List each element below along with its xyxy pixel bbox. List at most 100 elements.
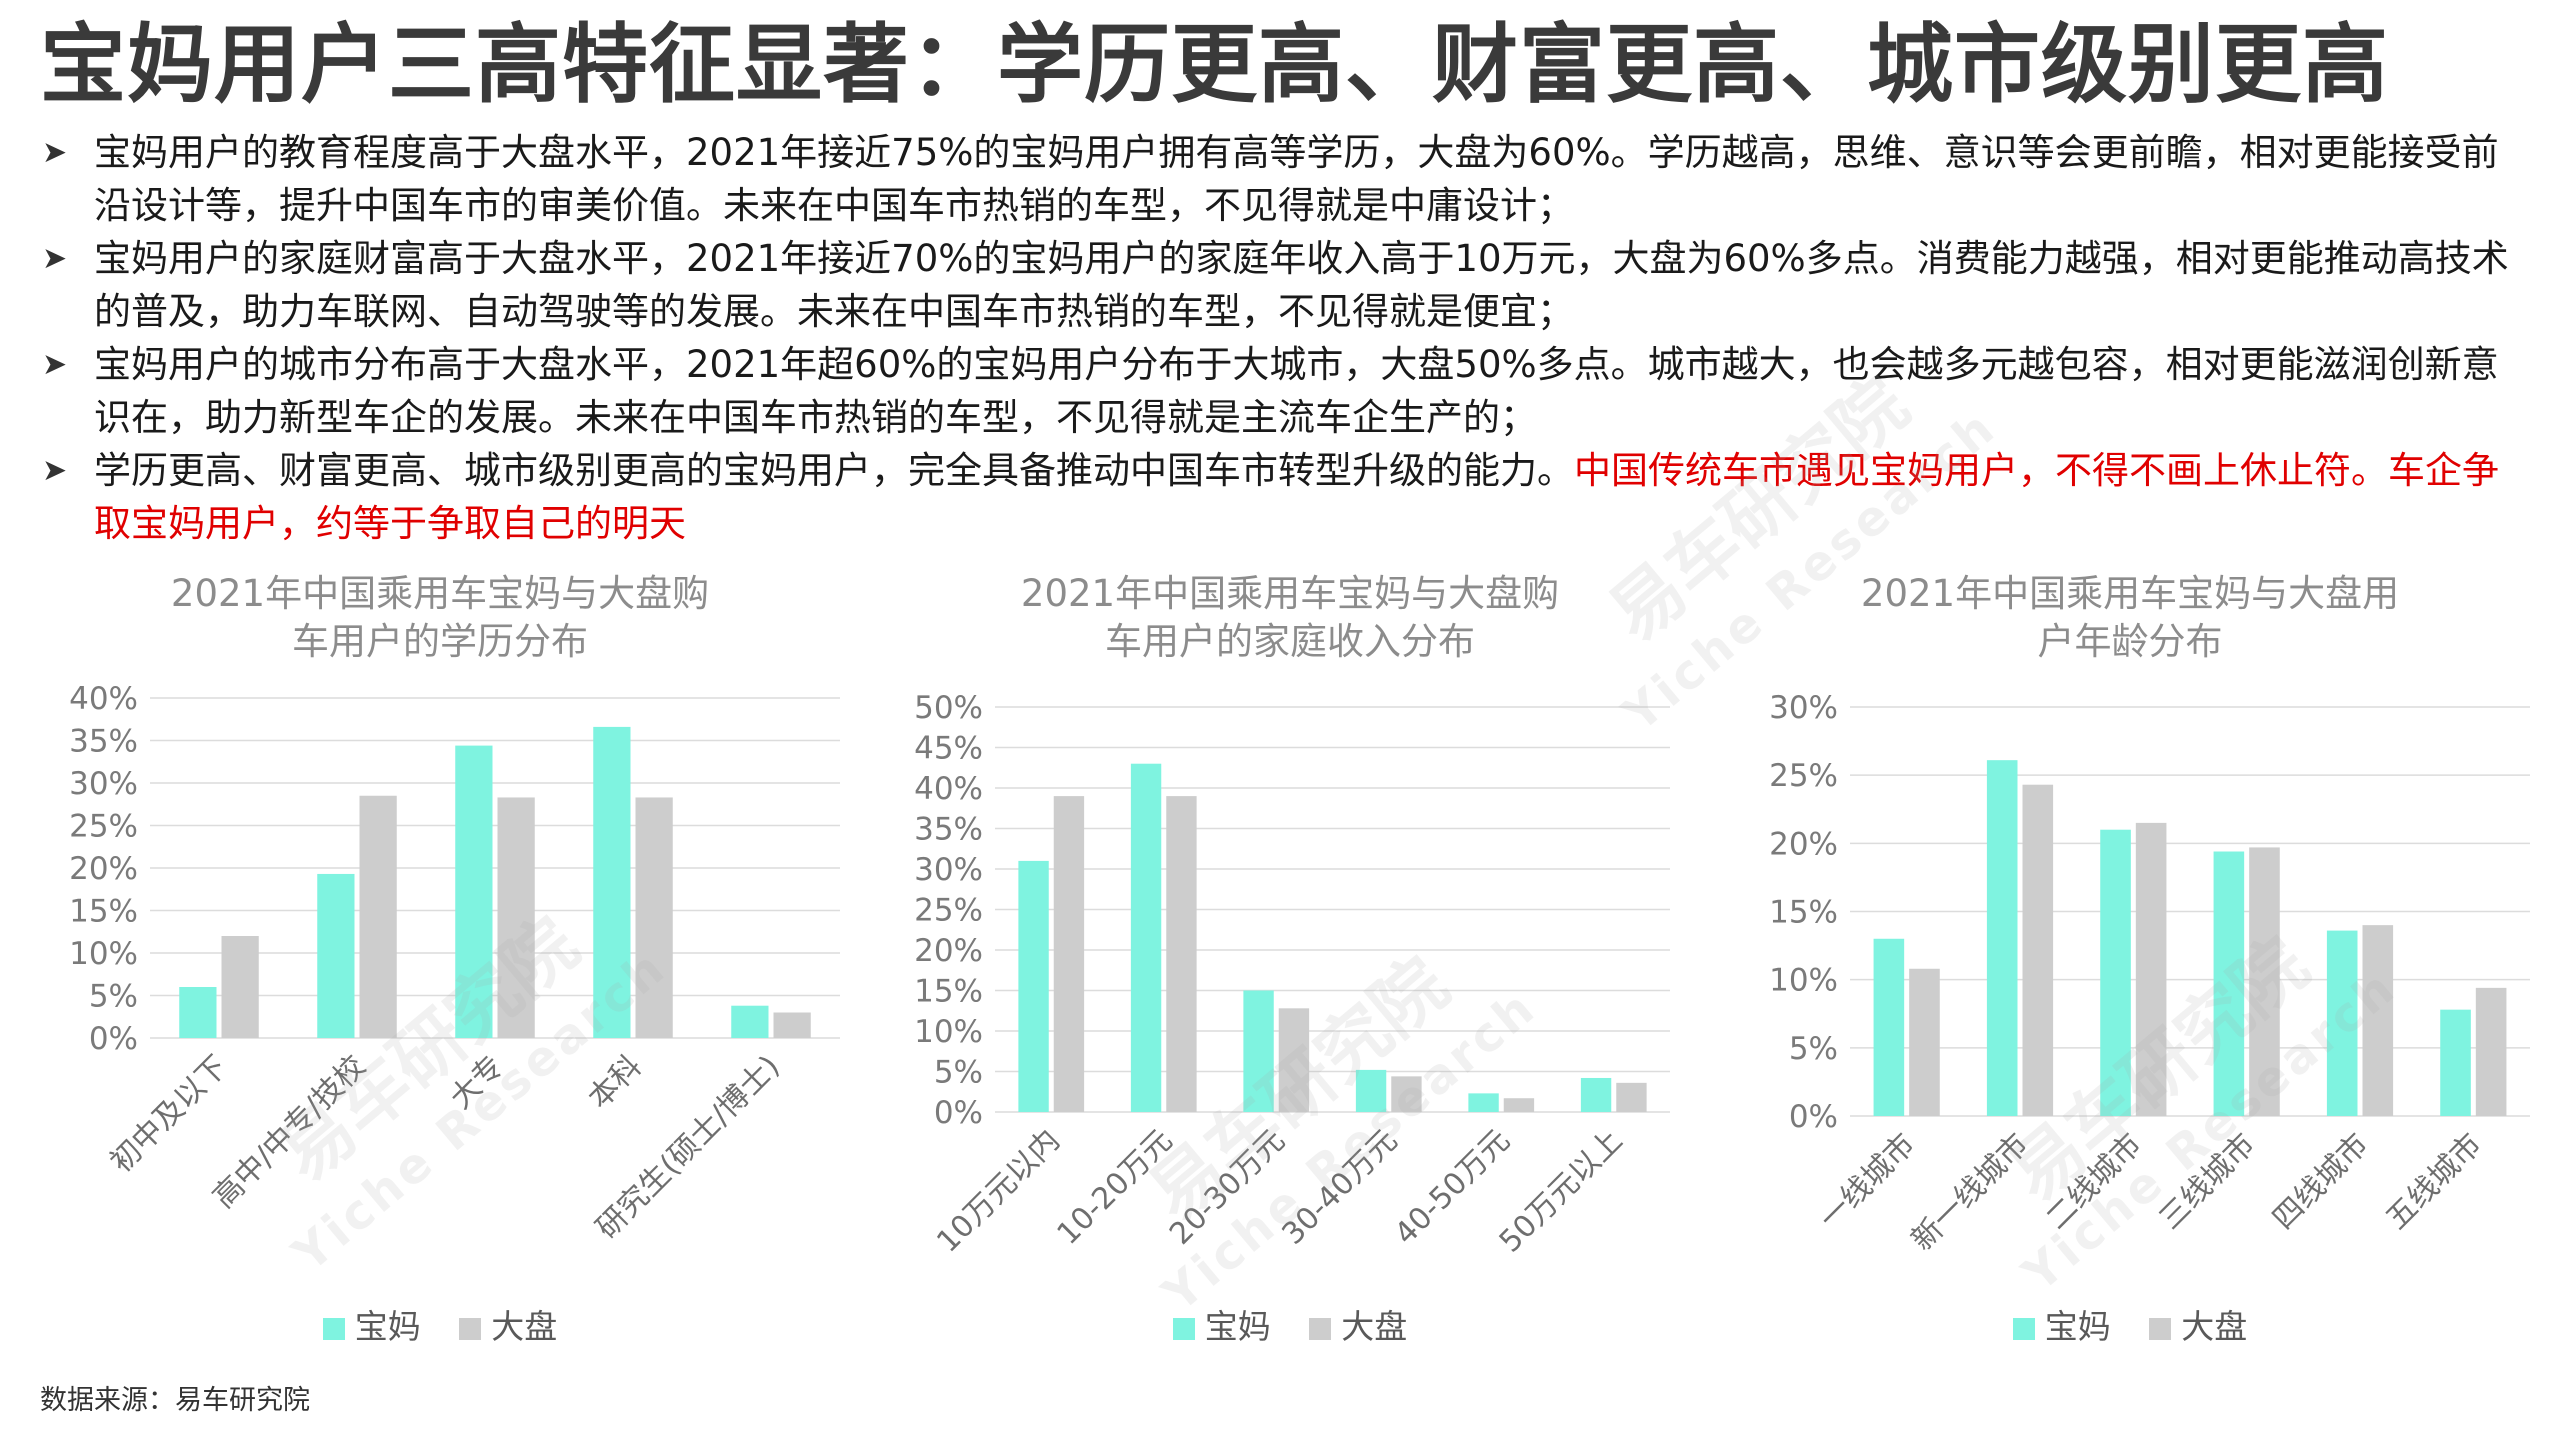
chart-legend: 宝妈 大盘 — [1710, 1300, 2550, 1348]
y-tick-label: 5% — [1789, 1031, 1838, 1067]
legend-item-baoma: 宝妈 — [322, 1300, 421, 1348]
y-tick-label: 25% — [914, 893, 983, 929]
x-tick-label: 初中及以下 — [104, 1049, 235, 1180]
bar-dapan — [2475, 987, 2507, 1116]
chart-title-line: 2021年中国乘用车宝妈与大盘用 — [1860, 572, 2400, 615]
bullet-item: ➤ 宝妈用户的家庭财富高于大盘水平，2021年接近70%的宝妈用户的家庭年收入高… — [42, 232, 2532, 338]
y-tick-label: 20% — [914, 933, 983, 969]
bar-dapan — [1166, 796, 1197, 1112]
bar-baoma — [317, 873, 355, 1038]
bar-baoma — [593, 726, 631, 1038]
chart-title-line: 车用户的家庭收入分布 — [1105, 620, 1475, 663]
y-tick-label: 35% — [914, 812, 983, 848]
bar-dapan — [773, 1012, 811, 1038]
y-tick-label: 40% — [914, 771, 983, 807]
income-chart: 2021年中国乘用车宝妈与大盘购 车用户的家庭收入分布 0% 5% 10% 15% 20… — [870, 560, 1710, 1360]
bar-dapan — [497, 797, 535, 1038]
chart-title-line: 户年龄分布 — [2037, 620, 2223, 663]
y-tick-label: 5% — [934, 1055, 983, 1091]
legend-swatch-baoma — [1172, 1318, 1195, 1340]
chart-plot: 0% 5% 10% 15% 20% 25% 30% 35% 40% 45% 50% 10万元以内10-… — [914, 690, 1670, 1260]
bar-dapan — [359, 795, 397, 1038]
x-tick-label: 四线城市 — [2266, 1127, 2376, 1237]
legend-swatch-baoma — [2012, 1318, 2035, 1340]
bar-dapan — [1616, 1082, 1647, 1112]
x-tick-label: 五线城市 — [2379, 1127, 2489, 1237]
bar-dapan — [1391, 1076, 1422, 1112]
y-tick-label: 30% — [69, 766, 138, 802]
bar-baoma — [1986, 760, 2018, 1116]
bar-baoma — [2213, 851, 2245, 1116]
x-tick-label: 大专 — [443, 1049, 510, 1116]
bullet-highlight-text: 中国传统车市遇见宝妈用户，不得不画上休止符。车企争取宝妈用户，约等于争取自己的明… — [94, 449, 2499, 545]
legend-swatch-dapan — [1309, 1318, 1332, 1340]
bar-dapan — [1278, 1008, 1310, 1112]
y-tick-label: 5% — [89, 979, 138, 1015]
chart-title-line: 2021年中国乘用车宝妈与大盘购 — [170, 572, 710, 615]
bar-dapan — [2249, 847, 2280, 1116]
y-tick-label: 10% — [69, 936, 138, 972]
bar-baoma — [1355, 1069, 1387, 1112]
legend-label: 宝妈 — [1204, 1307, 1271, 1346]
y-tick-label: 45% — [914, 731, 983, 767]
x-tick-label: 一线城市 — [1813, 1127, 1923, 1237]
y-tick-label: 35% — [69, 724, 138, 760]
page-title: 宝妈用户三高特征显著：学历更高、财富更高、城市级别更高 — [40, 15, 2389, 115]
chart-title: 2021年中国乘用车宝妈与大盘用 户年龄分布 — [1710, 570, 2550, 666]
chart-title-line: 2021年中国乘用车宝妈与大盘购 — [1020, 572, 1560, 615]
bullet-item: ➤ 学历更高、财富更高、城市级别更高的宝妈用户，完全具备推动中国车市转型升级的能… — [42, 444, 2532, 550]
legend-item-dapan: 大盘 — [1309, 1300, 1407, 1348]
bar-dapan — [2135, 822, 2167, 1116]
bar-dapan — [1053, 796, 1085, 1112]
bar-baoma — [1580, 1077, 1612, 1112]
legend-label: 大盘 — [1341, 1307, 1408, 1346]
y-tick-label: 50% — [914, 690, 983, 726]
arrow-right-icon: ➤ — [42, 453, 68, 488]
bar-dapan — [2022, 784, 2054, 1116]
arrow-right-icon: ➤ — [42, 135, 68, 170]
bar-baoma — [2440, 1009, 2471, 1116]
y-tick-label: 40% — [69, 681, 138, 717]
y-tick-label: 15% — [914, 974, 983, 1010]
x-tick-label: 10-20万元 — [1051, 1123, 1180, 1252]
y-tick-label: 10% — [1769, 963, 1838, 999]
legend-label: 宝妈 — [2044, 1307, 2111, 1346]
bar-baoma — [1018, 860, 1049, 1112]
legend-label: 大盘 — [491, 1307, 558, 1346]
x-tick-label: 三线城市 — [2153, 1127, 2263, 1237]
bar-dapan — [635, 797, 673, 1038]
bullet-item: ➤ 宝妈用户的城市分布高于大盘水平，2021年超60%的宝妈用户分布于大城市，大… — [42, 338, 2532, 444]
chart-title-line: 车用户的学历分布 — [292, 620, 588, 663]
education-chart: 2021年中国乘用车宝妈与大盘购 车用户的学历分布 0% 5% 10% 15% 20% 2… — [20, 560, 860, 1360]
y-tick-label: 30% — [1769, 690, 1838, 726]
y-tick-label: 20% — [69, 851, 138, 887]
chart-legend: 宝妈 大盘 — [870, 1300, 1710, 1348]
y-tick-label: 0% — [934, 1095, 983, 1131]
legend-item-baoma: 宝妈 — [2012, 1300, 2111, 1348]
chart-title: 2021年中国乘用车宝妈与大盘购 车用户的学历分布 — [20, 570, 860, 666]
y-tick-label: 25% — [69, 809, 138, 845]
x-tick-label: 30-40万元 — [1276, 1123, 1405, 1252]
bullet-list: ➤ 宝妈用户的教育程度高于大盘水平，2021年接近75%的宝妈用户拥有高等学历，… — [42, 126, 2532, 550]
bullet-item: ➤ 宝妈用户的教育程度高于大盘水平，2021年接近75%的宝妈用户拥有高等学历，… — [42, 126, 2532, 232]
bar-baoma — [1468, 1093, 1499, 1112]
bar-baoma — [179, 987, 217, 1038]
bar-dapan — [2362, 925, 2394, 1116]
y-tick-label: 0% — [1789, 1099, 1838, 1135]
bullet-text: 宝妈用户的家庭财富高于大盘水平，2021年接近70%的宝妈用户的家庭年收入高于1… — [94, 237, 2509, 333]
y-tick-label: 20% — [1769, 826, 1838, 862]
city-tier-chart: 2021年中国乘用车宝妈与大盘用 户年龄分布 0% 5% 10% 15% 20% 25% 3… — [1710, 560, 2550, 1360]
chart-title: 2021年中国乘用车宝妈与大盘购 车用户的家庭收入分布 — [870, 570, 1710, 666]
data-source: 数据来源：易车研究院 — [40, 1385, 310, 1416]
bar-baoma — [1873, 938, 1905, 1116]
legend-swatch-dapan — [459, 1318, 482, 1340]
bar-baoma — [2326, 930, 2358, 1116]
legend-swatch-baoma — [322, 1318, 345, 1340]
x-tick-label: 新一线城市 — [1905, 1127, 2036, 1258]
x-tick-label: 二线城市 — [2039, 1127, 2149, 1237]
bar-baoma — [455, 745, 493, 1038]
bullet-text: 宝妈用户的教育程度高于大盘水平，2021年接近75%的宝妈用户拥有高等学历，大盘… — [94, 131, 2499, 227]
bar-baoma — [731, 1005, 769, 1038]
arrow-right-icon: ➤ — [42, 241, 68, 276]
bar-dapan — [1909, 968, 1940, 1116]
